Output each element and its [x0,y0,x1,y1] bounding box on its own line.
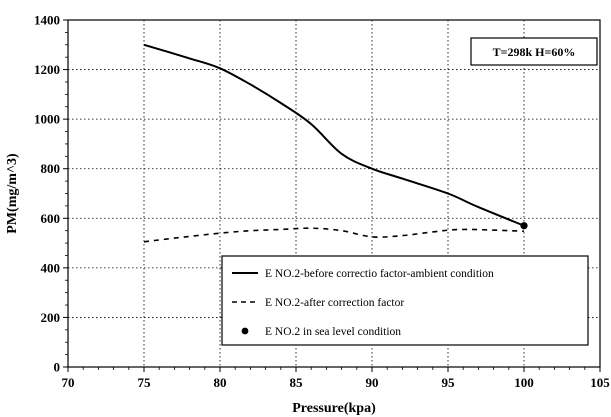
y-tick-label: 400 [41,260,61,275]
y-axis-title: PM(mg/m^3) [5,153,20,234]
x-tick-label: 90 [366,375,379,390]
legend: E NO.2-before correctio factor-ambient c… [221,255,589,346]
annotation-text: T=298k H=60% [493,45,576,59]
x-axis-title: Pressure(kpa) [292,401,376,416]
x-tick-label: 80 [214,375,227,390]
series-2-line [143,227,525,243]
legend-frame [221,255,589,346]
x-tick-label: 100 [514,375,534,390]
legend-label: E NO.2 in sea level condition [265,326,401,338]
x-tick-label: 85 [290,375,304,390]
series-1-line [143,43,525,227]
y-tick-label: 1200 [34,62,60,77]
y-tick-label: 1400 [34,13,60,28]
legend-swatch [241,327,249,335]
y-tick-label: 200 [41,310,61,325]
annotation-frame [470,37,598,66]
x-tick-label: 95 [442,375,456,390]
legend-label: E NO.2-before correctio factor-ambient c… [265,268,494,280]
y-tick-label: 0 [54,360,61,375]
series-3-point [520,222,528,230]
y-tick-label: 800 [41,161,61,176]
x-tick-label: 105 [590,375,610,390]
axis-ticks: 70 75 80 85 90 95 100 105 0 200 400 600 800 1000 1200 1… [34,13,610,391]
x-tick-label: 70 [62,375,75,390]
x-tick-label: 75 [138,375,152,390]
y-tick-label: 600 [41,211,61,226]
condition-annotation: T=298k H=60% [470,37,598,66]
legend-label: E NO.2-after correction factor [265,297,404,309]
y-tick-label: 1000 [34,112,60,127]
series-layer [143,43,528,243]
